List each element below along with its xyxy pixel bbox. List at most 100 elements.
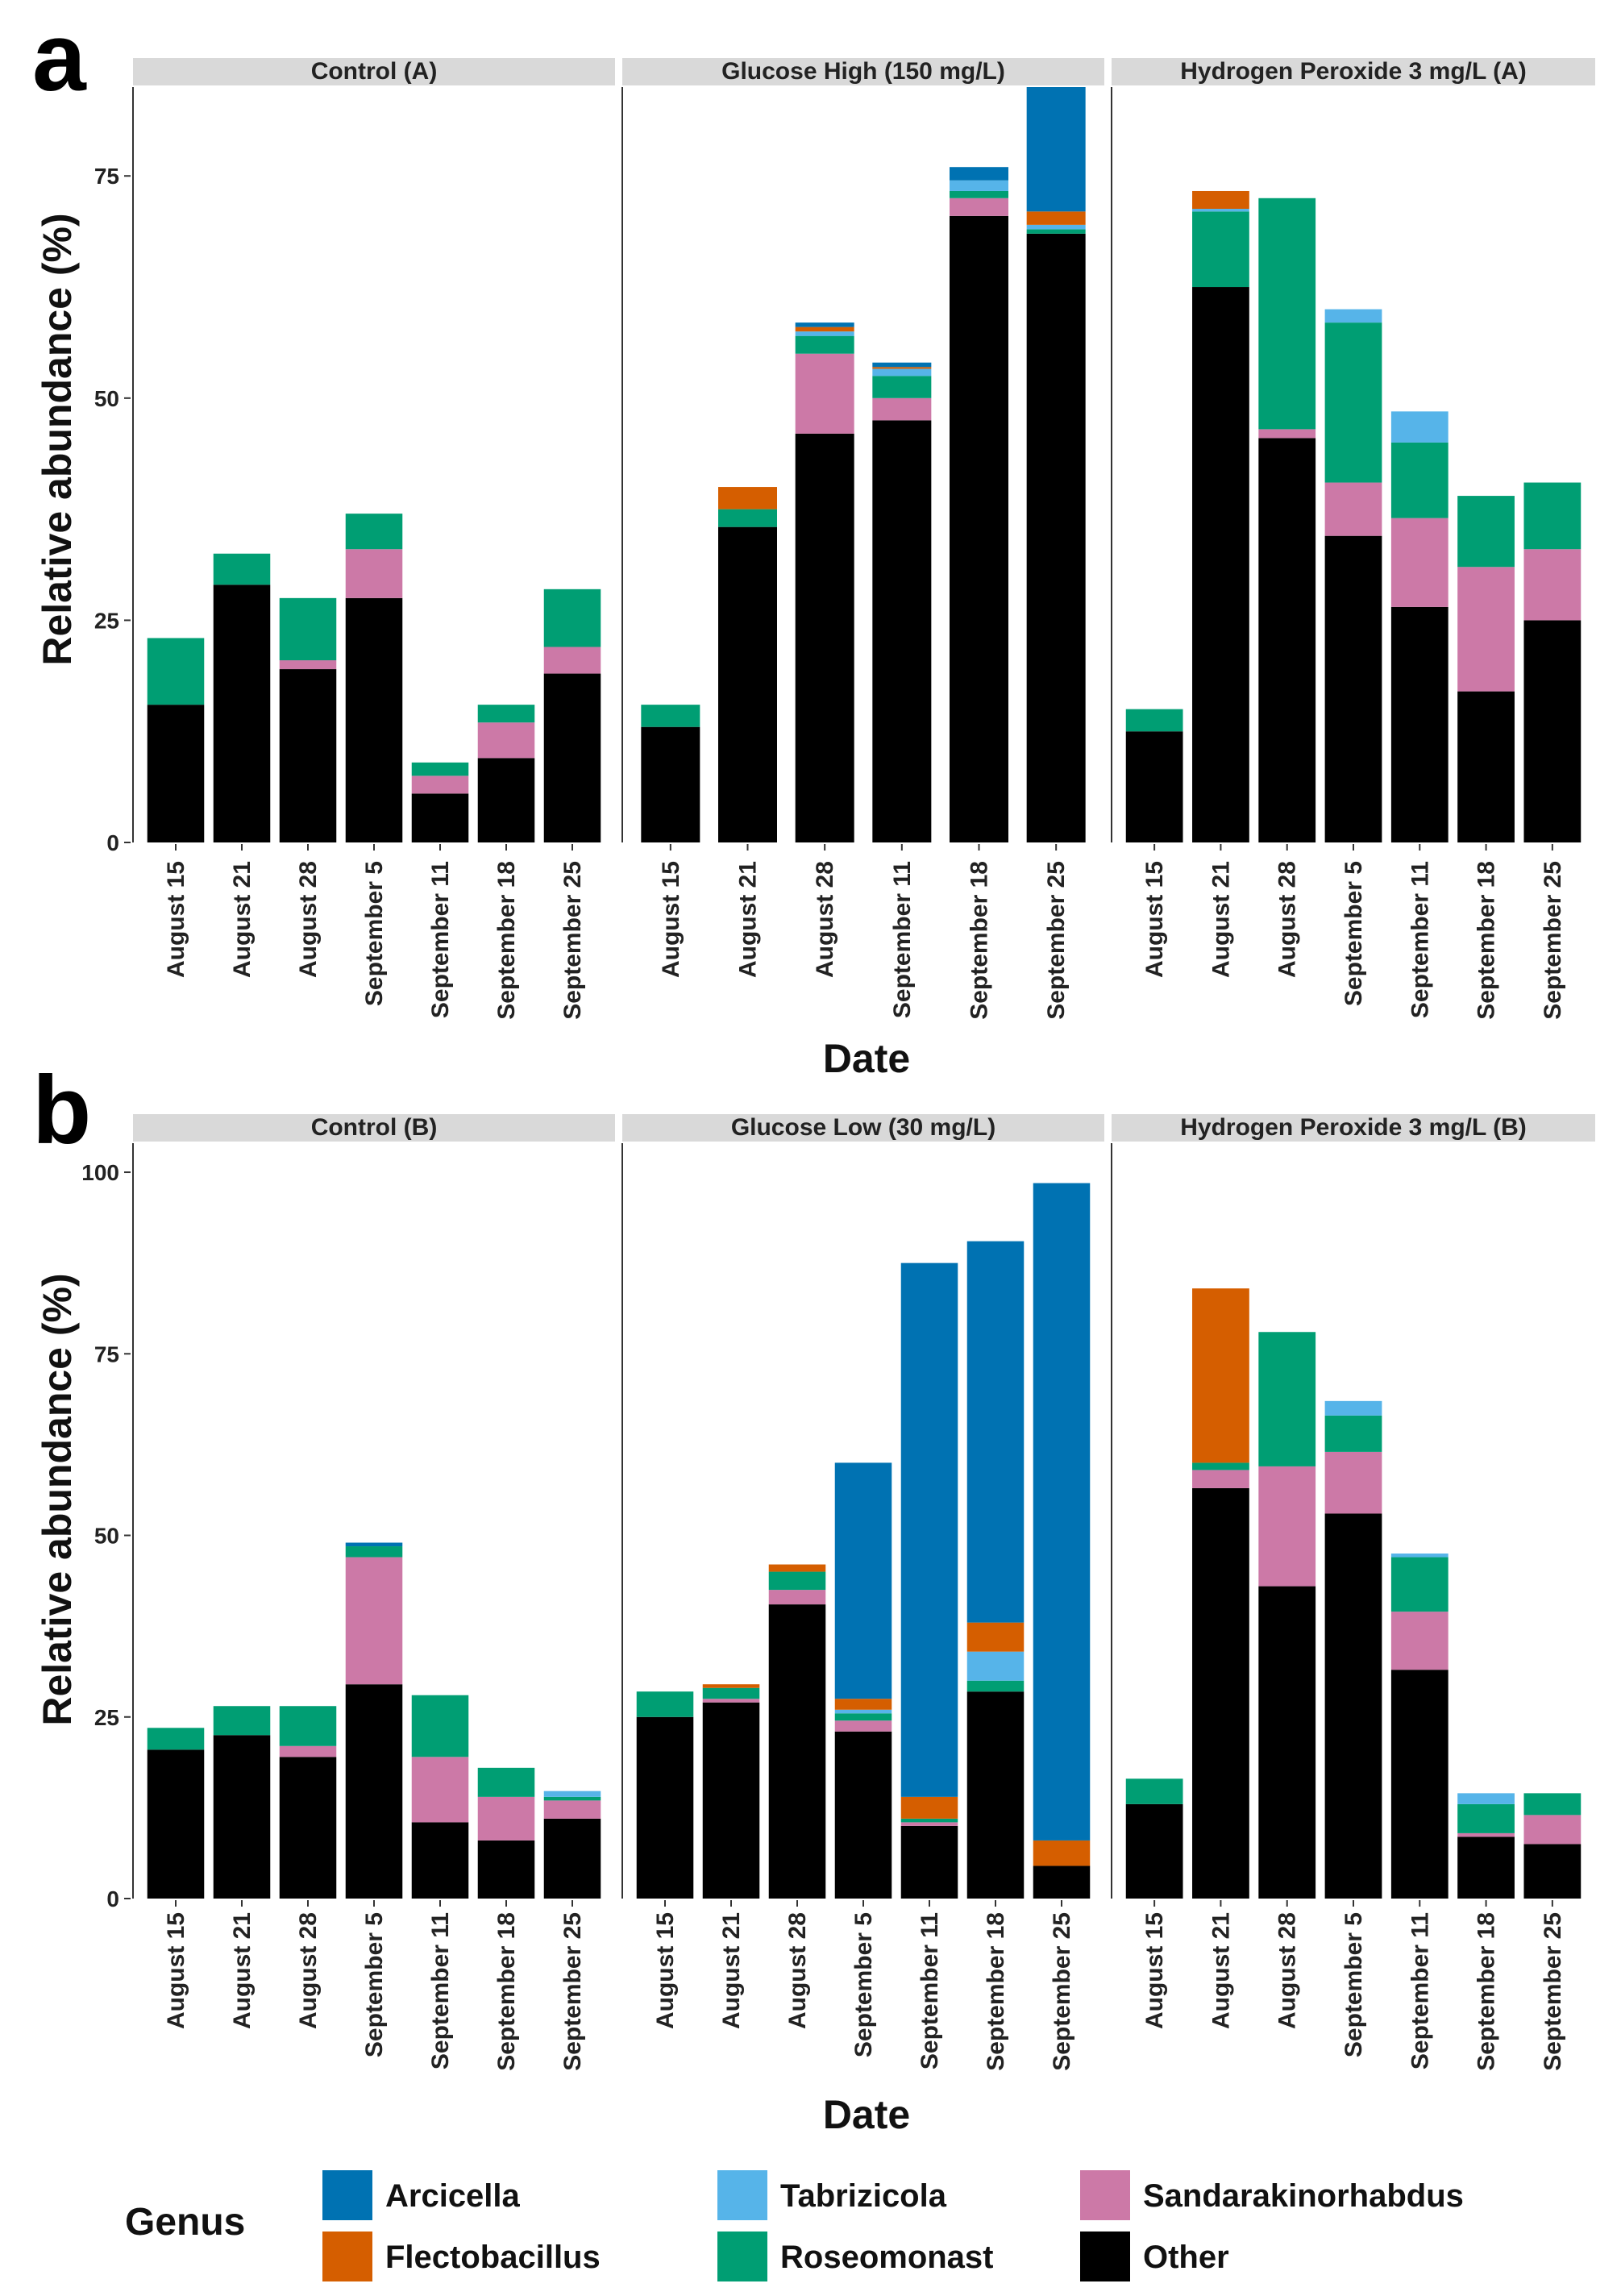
facet-title-a-control-a: Control (A) [311,58,438,85]
y-tick-label-a-50: 50 [94,386,119,411]
x-tick-label-a-glucose-high-150-mg-l-august-15: August 15 [658,861,684,978]
bar-segment-a-control-a-august-21-roseomonast [213,553,271,585]
x-tick-label-b-control-b-september-11: September 11 [427,1912,454,2069]
legend-swatch-tabrizicola [717,2170,767,2220]
x-tick-label-b-control-b-august-28: August 28 [295,1912,322,2029]
bar-segment-b-hydrogen-peroxide-3-mg-l-b-september-25-sandarakinorhabdus [1523,1815,1582,1845]
bar-segment-b-glucose-low-30-mg-l-september-5-other [834,1731,892,1899]
facet-title-b-control-b: Control (B) [311,1114,438,1141]
x-tick-label-b-glucose-low-30-mg-l-september-5: September 5 [850,1912,877,2057]
bar-segment-a-control-a-september-5-sandarakinorhabdus [345,549,403,598]
bar-segment-b-glucose-low-30-mg-l-september-5-arcicella [834,1462,892,1699]
bar-segment-b-glucose-low-30-mg-l-september-5-tabrizicola [834,1709,892,1714]
bar-segment-a-glucose-high-150-mg-l-august-28-roseomonast [795,335,854,354]
facet-a-glucose-high-150-mg-l: Glucose High (150 mg/L) August 15 August 2… [621,58,1104,1020]
bar-segment-a-control-a-august-28-sandarakinorhabdus [279,660,337,670]
bar-segment-b-hydrogen-peroxide-3-mg-l-b-september-18-tabrizicola [1457,1793,1515,1804]
bar-segment-b-control-b-september-25-other [543,1818,601,1899]
bar-segment-a-control-a-august-28-roseomonast [279,597,337,661]
bar-segment-a-hydrogen-peroxide-3-mg-l-a-september-5-other [1324,535,1382,842]
panel-letter-b: b [32,1056,91,1164]
bar-segment-b-glucose-low-30-mg-l-august-28-flectobacillus [768,1564,826,1572]
legend-swatch-roseomonast [717,2232,767,2281]
x-tick-label-a-glucose-high-150-mg-l-august-28: August 28 [812,861,838,978]
facet-b-glucose-low-30-mg-l: Glucose Low (30 mg/L) August 15 August 21 A… [621,1114,1104,2071]
bar-segment-b-control-b-august-15-other [147,1749,205,1899]
bar-segment-b-control-b-september-5-other [345,1684,403,1899]
bar-segment-a-hydrogen-peroxide-3-mg-l-a-september-18-other [1457,691,1515,842]
bar-segment-a-glucose-high-150-mg-l-september-11-arcicella [872,362,932,368]
bar-segment-b-glucose-low-30-mg-l-september-18-arcicella [966,1241,1025,1623]
x-tick-label-a-hydrogen-peroxide-3-mg-l-a-august-28: August 28 [1274,861,1301,978]
bar-segment-b-control-b-september-5-arcicella [345,1542,403,1547]
x-tick-label-b-hydrogen-peroxide-3-mg-l-b-september-18: September 18 [1473,1912,1500,2071]
x-tick-label-b-hydrogen-peroxide-3-mg-l-b-september-5: September 5 [1340,1912,1367,2057]
x-tick-label-b-control-b-september-25: September 25 [559,1912,586,2071]
x-tick-label-b-hydrogen-peroxide-3-mg-l-b-august-21: August 21 [1207,1912,1234,2029]
bar-segment-b-glucose-low-30-mg-l-september-5-flectobacillus [834,1699,892,1710]
bar-segment-b-control-b-august-21-other [213,1735,271,1899]
bar-segment-b-glucose-low-30-mg-l-august-28-roseomonast [768,1571,826,1591]
y-tick-label-b-0: 0 [106,1886,119,1911]
bar-segment-b-glucose-low-30-mg-l-august-15-other [636,1716,694,1899]
bar-segment-a-control-a-september-18-roseomonast [477,705,535,723]
bar-segment-b-control-b-august-15-roseomonast [147,1728,205,1750]
bar-segment-b-control-b-august-28-sandarakinorhabdus [279,1745,337,1757]
bar-segment-a-glucose-high-150-mg-l-september-18-arcicella [950,167,1008,181]
facet-strip-b-glucose-low-30-mg-l [622,1114,1104,1142]
x-tick-label-b-control-b-august-21: August 21 [229,1912,256,2029]
bar-segment-b-hydrogen-peroxide-3-mg-l-b-september-11-other [1390,1670,1449,1899]
bar-segment-b-glucose-low-30-mg-l-september-18-tabrizicola [966,1651,1025,1681]
bar-segment-a-glucose-high-150-mg-l-august-28-other [795,433,854,842]
bar-segment-a-glucose-high-150-mg-l-september-18-roseomonast [950,190,1008,198]
legend-label-roseomonast: Roseomonast [780,2240,994,2275]
bar-segment-a-hydrogen-peroxide-3-mg-l-a-august-21-other [1192,287,1249,842]
x-tick-label-a-hydrogen-peroxide-3-mg-l-a-september-25: September 25 [1540,861,1566,1020]
bar-segment-a-glucose-high-150-mg-l-september-25-arcicella [1026,87,1086,212]
x-tick-label-a-hydrogen-peroxide-3-mg-l-a-september-5: September 5 [1340,861,1367,1006]
bar-segment-a-hydrogen-peroxide-3-mg-l-a-september-11-sandarakinorhabdus [1390,518,1449,607]
panel-letter-a: a [32,3,87,111]
y-tick-label-a-25: 25 [94,608,119,633]
bar-segment-a-control-a-september-5-other [345,597,403,842]
facet-b-hydrogen-peroxide-3-mg-l-b: Hydrogen Peroxide 3 mg/L (B) August 15 Aug… [1111,1114,1595,2071]
bar-segment-b-control-b-august-28-roseomonast [279,1706,337,1746]
bar-segment-a-glucose-high-150-mg-l-september-18-tabrizicola [950,180,1008,191]
x-tick-label-a-glucose-high-150-mg-l-september-18: September 18 [966,861,993,1020]
facet-strip-a-hydrogen-peroxide-3-mg-l-a [1112,58,1595,85]
bar-segment-b-hydrogen-peroxide-3-mg-l-b-september-25-roseomonast [1523,1793,1582,1816]
bar-segment-b-glucose-low-30-mg-l-august-21-sandarakinorhabdus [702,1699,760,1703]
bar-segment-b-glucose-low-30-mg-l-september-5-roseomonast [834,1713,892,1721]
bar-segment-b-glucose-low-30-mg-l-september-18-flectobacillus [966,1622,1025,1652]
x-tick-label-a-control-a-september-11: September 11 [427,861,454,1018]
x-tick-label-b-glucose-low-30-mg-l-august-15: August 15 [652,1912,679,2029]
bar-segment-a-glucose-high-150-mg-l-september-25-roseomonast [1026,229,1086,234]
x-tick-label-a-control-a-august-21: August 21 [229,861,256,978]
legend-title: Genus [125,2201,245,2244]
bar-segment-b-control-b-september-5-roseomonast [345,1546,403,1558]
bar-segment-a-control-a-september-25-sandarakinorhabdus [543,647,601,674]
legend-swatch-arcicella [322,2170,372,2220]
y-tick-label-a-75: 75 [94,164,119,189]
bar-segment-a-control-a-august-15-other [147,705,205,842]
x-tick-label-a-control-a-september-5: September 5 [361,861,388,1006]
bar-segment-b-glucose-low-30-mg-l-september-11-flectobacillus [900,1796,958,1819]
bar-segment-b-hydrogen-peroxide-3-mg-l-b-september-18-other [1457,1836,1515,1899]
bar-segment-b-hydrogen-peroxide-3-mg-l-b-september-18-roseomonast [1457,1803,1515,1833]
y-axis-title-b: Relative abundance (%) [35,1273,80,1725]
x-tick-label-a-control-a-september-25: September 25 [559,861,586,1020]
y-tick-label-b-100: 100 [81,1160,119,1185]
y-tick-label-a-0: 0 [106,830,119,855]
x-tick-label-a-glucose-high-150-mg-l-september-25: September 25 [1043,861,1070,1020]
bar-segment-b-control-b-september-25-sandarakinorhabdus [543,1800,601,1819]
x-tick-label-a-hydrogen-peroxide-3-mg-l-a-august-21: August 21 [1207,861,1234,978]
x-tick-label-b-hydrogen-peroxide-3-mg-l-b-august-28: August 28 [1274,1912,1301,2029]
y-tick-label-b-50: 50 [94,1524,119,1549]
bar-segment-a-hydrogen-peroxide-3-mg-l-a-august-21-roseomonast [1192,211,1249,288]
bar-segment-a-glucose-high-150-mg-l-september-18-other [950,215,1008,842]
bar-segment-b-hydrogen-peroxide-3-mg-l-b-september-5-tabrizicola [1324,1400,1382,1416]
x-tick-label-a-control-a-september-18: September 18 [493,861,520,1020]
bar-segment-b-glucose-low-30-mg-l-september-5-sandarakinorhabdus [834,1720,892,1732]
bar-segment-a-hydrogen-peroxide-3-mg-l-a-august-21-flectobacillus [1192,190,1249,210]
bar-segment-b-glucose-low-30-mg-l-august-21-other [702,1702,760,1899]
